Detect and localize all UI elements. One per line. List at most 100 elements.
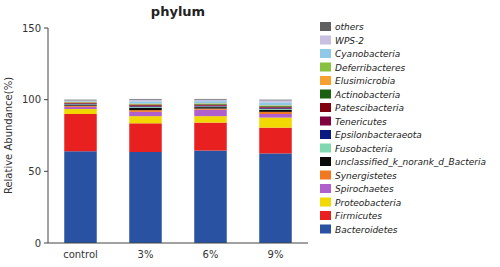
y-tick — [44, 28, 48, 29]
y-tick-label: 0 — [35, 238, 41, 249]
bar-segment — [129, 116, 162, 123]
legend-label: Actinobacteria — [334, 90, 400, 100]
legend-label: unclassified_k_norank_d_Bacteria — [335, 157, 486, 167]
bar-segment — [64, 104, 97, 106]
bar-segment — [259, 107, 292, 109]
bar-segment — [129, 100, 162, 102]
bar-segment — [129, 112, 162, 116]
bar-segment — [129, 123, 162, 152]
bar-segment — [194, 106, 227, 108]
bar-segment — [194, 98, 227, 100]
legend-swatch — [320, 49, 331, 58]
x-tick-label: 6% — [203, 249, 219, 260]
bar-segment — [64, 102, 97, 104]
legend-label: Deferribacteres — [335, 63, 406, 73]
bar-segment — [194, 104, 227, 106]
bar-segment — [64, 151, 97, 243]
bar-segment — [64, 114, 97, 151]
bar-segment — [194, 110, 227, 116]
bar-segment — [64, 103, 97, 104]
bar-segment — [64, 101, 97, 103]
bar-segment — [194, 105, 227, 107]
title: phylum — [151, 4, 205, 19]
bar-segment — [129, 98, 162, 100]
legend-swatch — [320, 90, 331, 99]
bar-segment — [194, 106, 227, 107]
bar-segment — [64, 100, 97, 102]
legend-label: Bacteroidetes — [335, 225, 398, 235]
legend-label: Cyanobacteria — [335, 49, 400, 59]
legend-swatch — [320, 171, 331, 180]
legend-label: Proteobacteria — [335, 198, 401, 208]
bar-segment — [64, 101, 97, 102]
bar-segment — [259, 99, 292, 101]
bar-segment — [129, 110, 162, 112]
legend-swatch — [320, 22, 331, 31]
legend-swatch — [320, 211, 331, 220]
legend-label: WPS-2 — [335, 36, 364, 46]
y-tick — [44, 171, 48, 172]
legend-label: Tenericutes — [335, 117, 387, 127]
bar-segment — [129, 108, 162, 110]
bar-segment — [64, 103, 97, 104]
legend-swatch — [320, 184, 331, 193]
legend-swatch — [320, 103, 331, 112]
bar-segment — [259, 118, 292, 128]
bar-segment — [194, 151, 227, 243]
bar-segment — [194, 123, 227, 151]
bar-segment — [64, 102, 97, 103]
legend-swatch — [320, 36, 331, 45]
bar-segment — [194, 100, 227, 101]
x-tick-label: 9% — [268, 249, 284, 260]
bar-segment — [129, 104, 162, 106]
legend: others WPS-2 Cyanobacteria Deferribacteres E… — [320, 22, 486, 235]
legend-label: Epsilonbacteraeota — [335, 130, 422, 140]
bar-segment — [64, 104, 97, 106]
y-tick — [44, 99, 48, 100]
legend-swatch — [320, 130, 331, 139]
y-tick-label: 100 — [22, 94, 41, 105]
bar-segment — [129, 105, 162, 107]
legend-swatch — [320, 76, 331, 85]
bar-segment — [129, 152, 162, 243]
legend-swatch — [320, 225, 331, 234]
bar-segment — [194, 104, 227, 106]
bar-segment — [194, 109, 227, 110]
bar-segment — [259, 100, 292, 102]
legend-swatch — [320, 117, 331, 126]
bar-segment — [259, 110, 292, 112]
bar-segment — [64, 107, 97, 109]
bar-segment — [194, 101, 227, 103]
legend-label: Patescibacteria — [335, 103, 404, 113]
x-axis — [48, 243, 308, 244]
bar-segment — [129, 103, 162, 104]
legend-label: Elusimicrobia — [335, 76, 395, 86]
bar-segment — [259, 112, 292, 114]
legend-swatch — [320, 144, 331, 153]
bar-segment — [194, 103, 227, 104]
bar-segment — [129, 104, 162, 106]
x-tick-label: control — [63, 249, 98, 260]
legend-swatch — [320, 198, 331, 207]
bar-segment — [259, 108, 292, 110]
bar-segment — [259, 114, 292, 118]
bar-segment — [259, 128, 292, 154]
legend-label: Fusobacteria — [335, 144, 393, 154]
legend-label: Synergistetes — [335, 171, 397, 181]
bar-segment — [259, 106, 292, 108]
y-axis — [48, 28, 49, 243]
y-tick-label: 150 — [22, 23, 41, 34]
bar-segment — [129, 101, 162, 103]
bar-segment — [259, 108, 292, 110]
bar-segment — [259, 106, 292, 108]
bars — [64, 99, 292, 243]
bar-segment — [194, 107, 227, 108]
bar-segment — [64, 106, 97, 107]
bar-segment — [259, 105, 292, 106]
bar-segment — [64, 99, 97, 101]
legend-label: others — [335, 22, 364, 32]
x-tick-label: 3% — [138, 249, 154, 260]
legend-label: Spirochaetes — [335, 184, 394, 194]
legend-swatch — [320, 63, 331, 72]
y-tick — [44, 243, 48, 244]
